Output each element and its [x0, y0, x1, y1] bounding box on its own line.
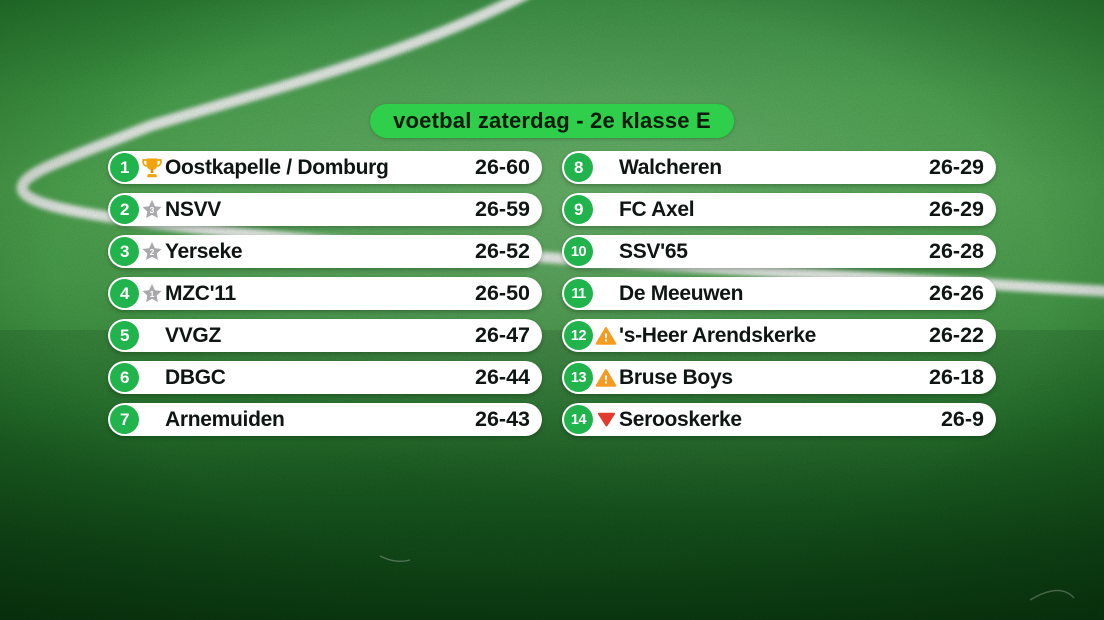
points-record: 26-9 — [940, 407, 984, 431]
relegation-arrow-icon — [593, 407, 619, 433]
team-name: Arnemuiden — [165, 407, 285, 431]
team-name: 's-Heer Arendskerke — [619, 323, 816, 347]
team-name: SSV'65 — [619, 239, 688, 263]
position-badge: 6 — [110, 363, 139, 392]
standings-row: 5 VVGZ 26-47 — [108, 319, 542, 352]
svg-text:2: 2 — [150, 247, 155, 257]
standings-row: 3 2 Yerseke 26-52 — [108, 235, 542, 268]
standings-row: 14 Serooskerke 26-9 — [562, 403, 996, 436]
points-record: 26-18 — [929, 365, 984, 389]
position-badge: 14 — [564, 405, 593, 434]
standings-row: 12 's-Heer Arendskerke 26-22 — [562, 319, 996, 352]
position-badge: 11 — [564, 279, 593, 308]
position-badge: 13 — [564, 363, 593, 392]
points-record: 26-29 — [929, 197, 984, 221]
standings-row: 10 SSV'65 26-28 — [562, 235, 996, 268]
period-star-icon: 1 — [139, 281, 165, 307]
standings-row: 4 1 MZC'11 26-50 — [108, 277, 542, 310]
standings-row: 2 3 NSVV 26-59 — [108, 193, 542, 226]
badge-spacer — [593, 155, 619, 181]
points-record: 26-29 — [929, 155, 984, 179]
period-star-icon: 2 — [139, 239, 165, 265]
position-badge: 5 — [110, 321, 139, 350]
points-record: 26-59 — [475, 197, 530, 221]
team-name: Serooskerke — [619, 407, 742, 431]
points-record: 26-43 — [475, 407, 530, 431]
standings-column-right: 8 Walcheren 26-29 9 FC Axel 26-29 10 SSV… — [562, 151, 996, 436]
standings-row: 7 Arnemuiden 26-43 — [108, 403, 542, 436]
team-name: VVGZ — [165, 323, 221, 347]
team-name: Yerseke — [165, 239, 243, 263]
title-badge: voetbal zaterdag - 2e klasse E — [370, 104, 734, 138]
badge-spacer — [139, 323, 165, 349]
badge-spacer — [593, 239, 619, 265]
points-record: 26-60 — [475, 155, 530, 179]
warning-icon — [593, 365, 619, 391]
position-badge: 9 — [564, 195, 593, 224]
svg-text:3: 3 — [150, 205, 155, 215]
position-badge: 3 — [110, 237, 139, 266]
standings-row: 8 Walcheren 26-29 — [562, 151, 996, 184]
team-name: MZC'11 — [165, 281, 236, 305]
badge-spacer — [593, 281, 619, 307]
team-name: Walcheren — [619, 155, 722, 179]
points-record: 26-22 — [929, 323, 984, 347]
position-badge: 2 — [110, 195, 139, 224]
points-record: 26-26 — [929, 281, 984, 305]
warning-icon — [593, 323, 619, 349]
points-record: 26-28 — [929, 239, 984, 263]
position-badge: 12 — [564, 321, 593, 350]
svg-text:1: 1 — [150, 289, 155, 299]
team-name: DBGC — [165, 365, 226, 389]
points-record: 26-52 — [475, 239, 530, 263]
title-text: voetbal zaterdag - 2e klasse E — [393, 108, 711, 133]
standings-row: 6 DBGC 26-44 — [108, 361, 542, 394]
points-record: 26-50 — [475, 281, 530, 305]
standings-column-left: 1 Oostkapelle / Domburg 26-60 2 3 NSVV 2… — [108, 151, 542, 436]
standings-row: 1 Oostkapelle / Domburg 26-60 — [108, 151, 542, 184]
team-name: FC Axel — [619, 197, 695, 221]
badge-spacer — [593, 197, 619, 223]
standings-row: 11 De Meeuwen 26-26 — [562, 277, 996, 310]
team-name: NSVV — [165, 197, 221, 221]
badge-spacer — [139, 407, 165, 433]
trophy-icon — [139, 155, 165, 181]
position-badge: 4 — [110, 279, 139, 308]
standings-row: 13 Bruse Boys 26-18 — [562, 361, 996, 394]
team-name: De Meeuwen — [619, 281, 744, 305]
position-badge: 8 — [564, 153, 593, 182]
position-badge: 1 — [110, 153, 139, 182]
standings-row: 9 FC Axel 26-29 — [562, 193, 996, 226]
period-star-icon: 3 — [139, 197, 165, 223]
team-name: Bruse Boys — [619, 365, 733, 389]
badge-spacer — [139, 365, 165, 391]
position-badge: 10 — [564, 237, 593, 266]
points-record: 26-44 — [475, 365, 530, 389]
position-badge: 7 — [110, 405, 139, 434]
points-record: 26-47 — [475, 323, 530, 347]
team-name: Oostkapelle / Domburg — [165, 155, 389, 179]
